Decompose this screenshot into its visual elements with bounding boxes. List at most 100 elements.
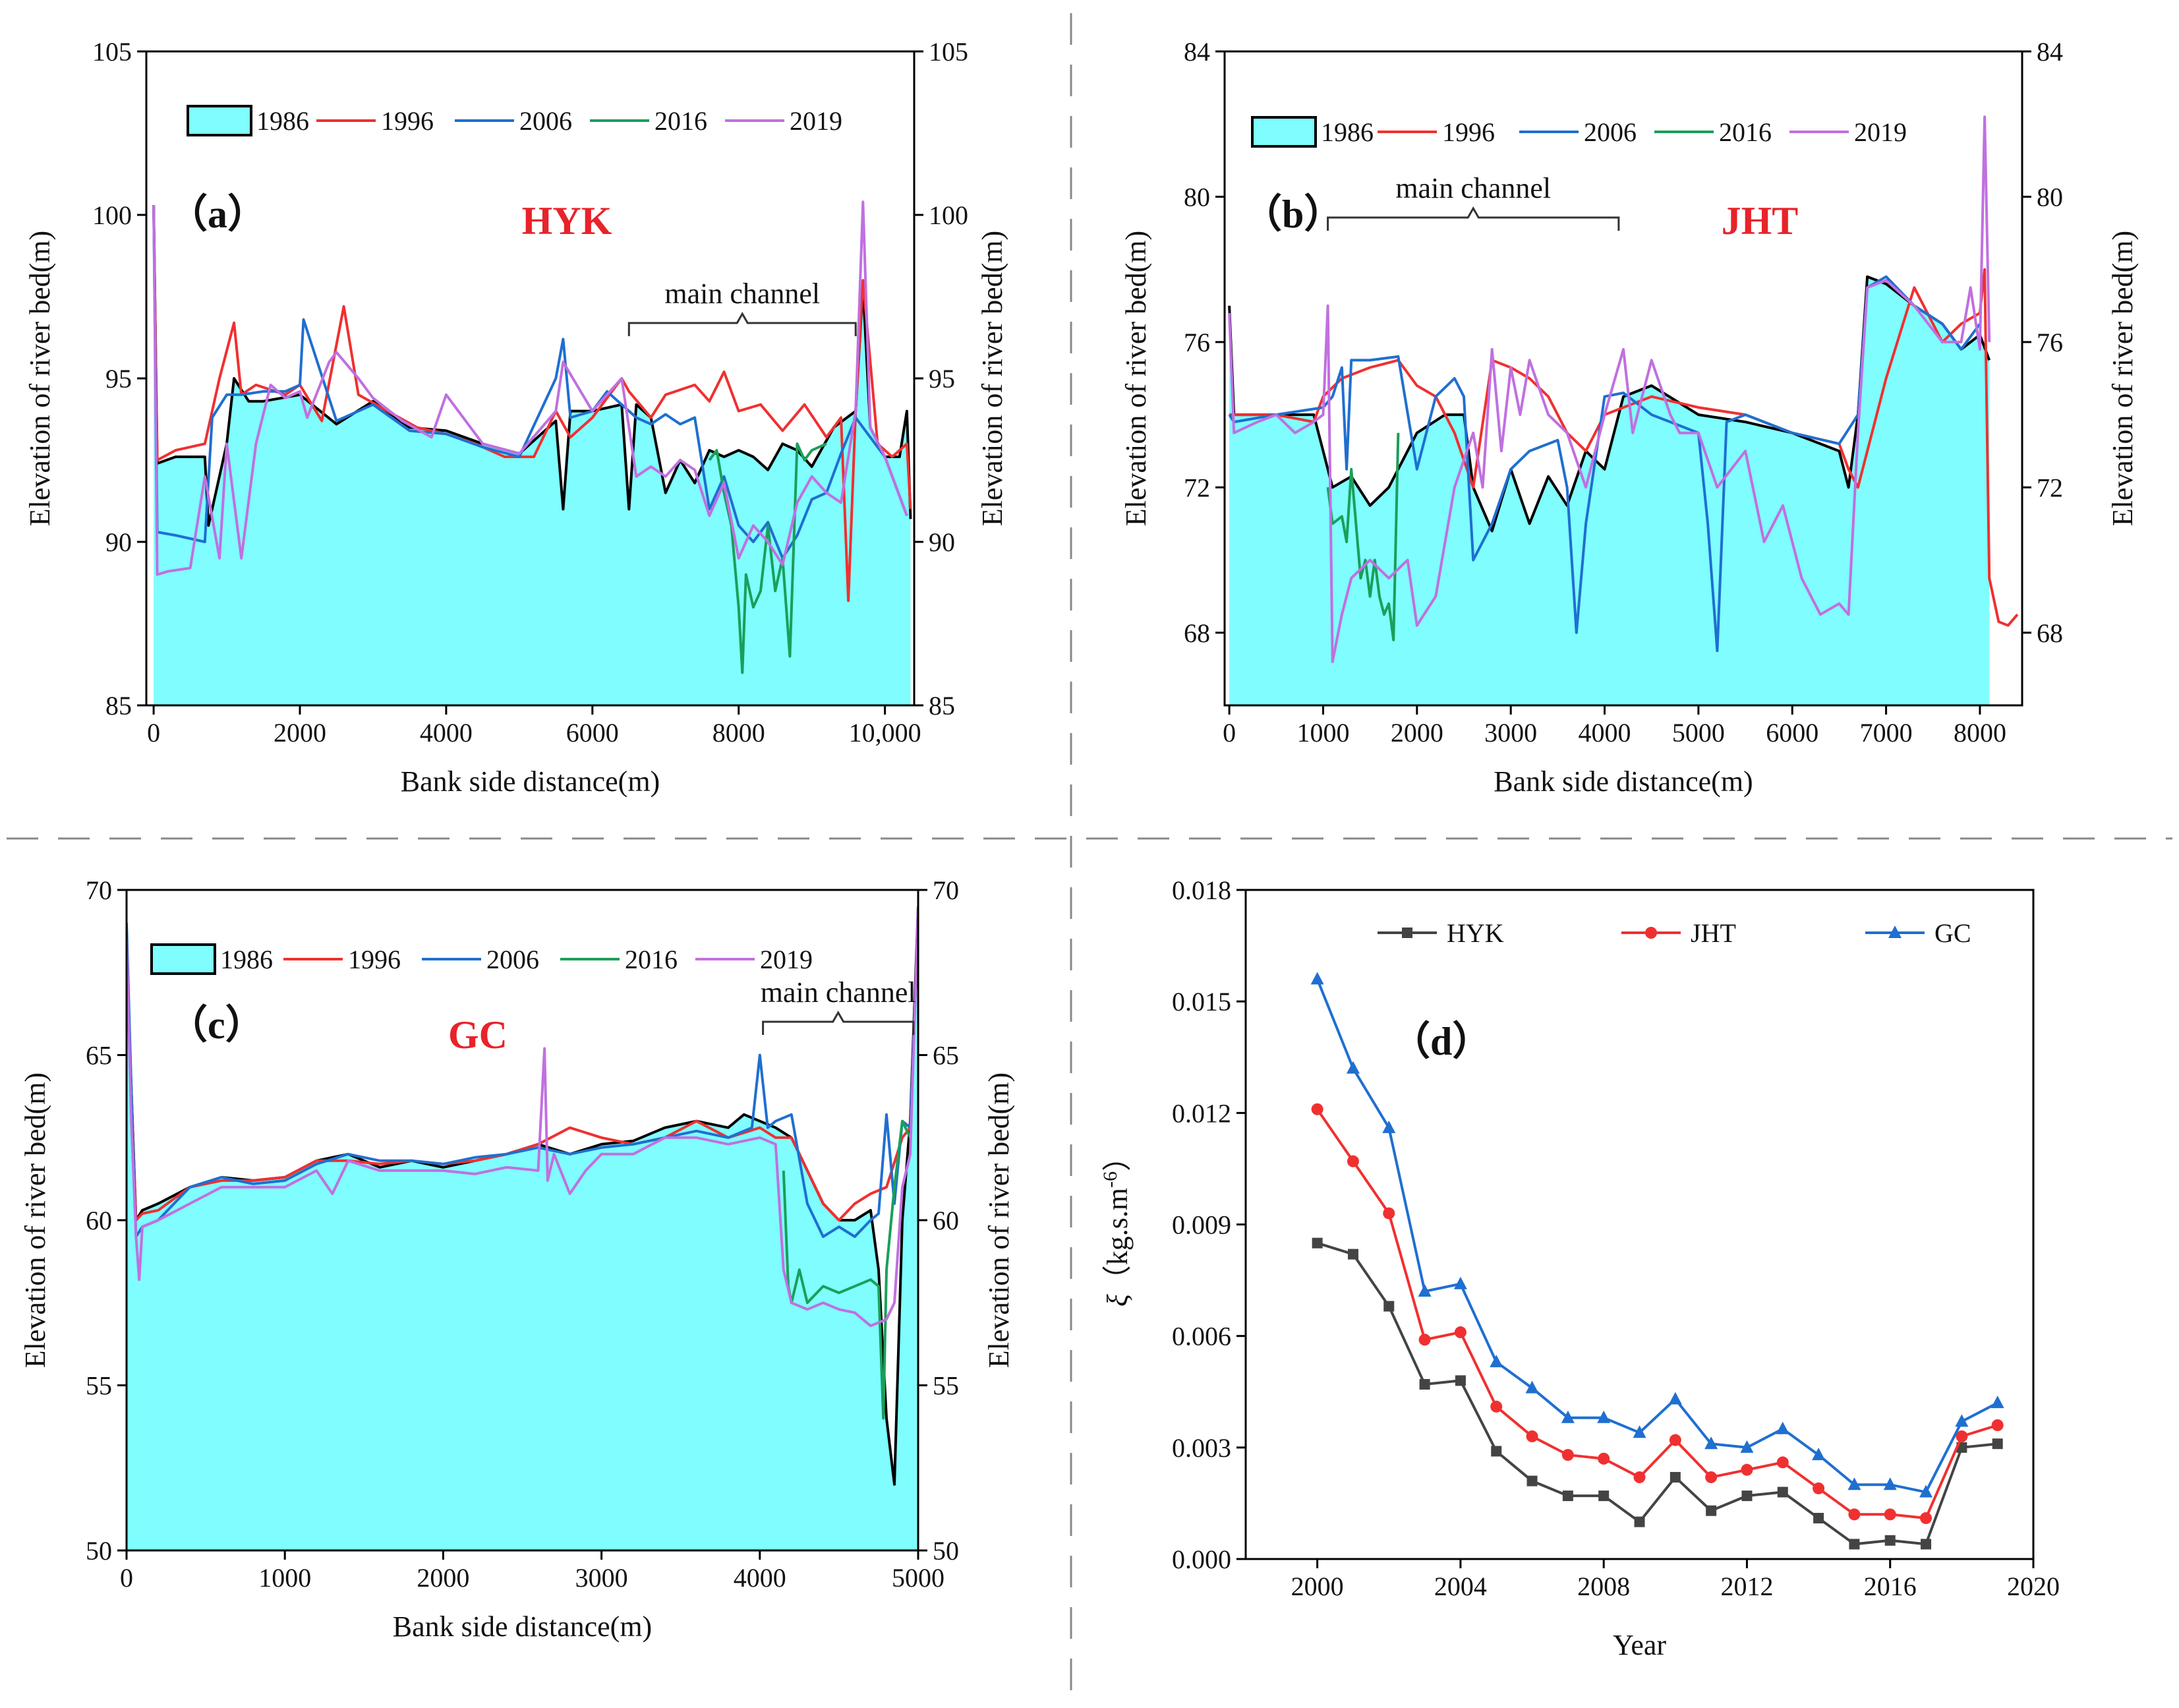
legend-item-1986: 1986: [150, 943, 273, 975]
point-JHT: [1598, 1452, 1610, 1465]
legend-label: 2006: [1584, 117, 1637, 147]
point-GC: [1668, 1392, 1682, 1405]
y-tick-label: 60: [86, 1206, 112, 1235]
x-tick-label: 10,000: [849, 718, 921, 748]
y-tick-label: 65: [86, 1041, 112, 1071]
panel-b: 0 1000 2000 3000 4000 5000 6000 7000 8000 68 68 72 7…: [1120, 37, 2139, 798]
y-tick-label: 0.003: [1172, 1433, 1231, 1463]
series-2019-line: [127, 906, 918, 1328]
x-tick-label: 5000: [1672, 718, 1725, 748]
series-JHT-line: [1316, 1108, 1998, 1520]
y-tick-label-right: 60: [933, 1206, 959, 1235]
point-HYK: [1383, 1301, 1395, 1312]
point-JHT: [1490, 1400, 1503, 1413]
series-1986-area: [127, 906, 918, 1550]
point-GC: [1704, 1436, 1718, 1450]
x-axis-label: Bank side distance(m): [393, 1610, 652, 1643]
point-GC: [1561, 1410, 1575, 1423]
panel-label: （b）: [1242, 192, 1343, 236]
y-tick-label: 0.015: [1172, 987, 1231, 1016]
y-tick-label-right: 65: [933, 1041, 959, 1071]
series-2016-line: [1326, 432, 1400, 641]
y-axis-label: Elevation of river bed(m): [1120, 231, 1152, 526]
legend-label: 2016: [625, 945, 678, 974]
panel-label: （a）: [168, 192, 267, 236]
y-tick-label: 76: [1184, 328, 1210, 357]
point-GC: [1776, 1421, 1789, 1434]
point-HYK: [1777, 1487, 1788, 1498]
series-2019-line: [1228, 115, 1991, 663]
legend-item-2016: 2016: [1654, 117, 1772, 147]
legend-item-1996: 1996: [316, 106, 434, 136]
point-JHT: [1418, 1334, 1431, 1346]
x-tick-label: 5000: [892, 1563, 944, 1593]
y-tick-label-right: 76: [2037, 328, 2063, 357]
legend-item-1996: 1996: [1378, 117, 1495, 147]
bracket-shape: [762, 1010, 915, 1035]
panel-label: （c）: [168, 1003, 265, 1047]
point-HYK: [1419, 1378, 1430, 1390]
legend-marker: [1888, 926, 1902, 938]
y-tick-label-right: 95: [929, 364, 955, 394]
panel-d: 2000 2004 2008 2012 2016 2020 0.000 0.003 0.006 0…: [1099, 875, 2060, 1661]
point-JHT: [1526, 1430, 1538, 1442]
station-label: HYK: [522, 199, 612, 243]
x-tick-label: 3000: [575, 1563, 628, 1593]
x-tick-label: 4000: [734, 1563, 786, 1593]
series-1986-area: [154, 205, 911, 705]
legend-label: 1996: [1442, 117, 1495, 147]
legend-item-1986: 1986: [1251, 116, 1374, 148]
point-JHT: [1991, 1419, 2004, 1431]
y-tick-label: 50: [86, 1536, 112, 1566]
legend-item-2019: 2019: [725, 106, 842, 136]
point-HYK: [1634, 1516, 1645, 1527]
point-HYK: [1526, 1475, 1538, 1487]
legend-marker: [1645, 927, 1657, 939]
x-tick-label: 2008: [1577, 1572, 1630, 1601]
x-axis-label: Bank side distance(m): [401, 765, 660, 798]
bracket-shape: [1327, 206, 1620, 231]
legend-label: 2019: [790, 106, 842, 136]
plot-area: [127, 906, 918, 1550]
legend-item-2006: 2006: [422, 945, 539, 974]
y-axis-units: （kg.s.m: [1101, 1188, 1134, 1294]
y-tick-label: 80: [1184, 182, 1210, 212]
plot-frame: [1223, 50, 2023, 707]
main-channel-label: main channel: [664, 278, 820, 310]
point-JHT: [1383, 1207, 1395, 1220]
point-GC: [1490, 1355, 1503, 1368]
y-tick-label: 70: [86, 875, 112, 905]
legend-item-1986: 1986: [187, 105, 309, 136]
y-tick-label-right: 90: [929, 527, 955, 557]
legend-item-2006: 2006: [1519, 117, 1637, 147]
legend-label: 1986: [220, 945, 273, 974]
y-tick-label: 84: [1184, 37, 1210, 67]
legend-label: 2016: [1719, 117, 1772, 147]
y-axis-label-right: Elevation of river bed(m): [976, 231, 1008, 526]
series-2019-line: [152, 200, 908, 576]
main-channel-bracket: main channel: [627, 278, 857, 336]
plot-area: [152, 200, 912, 705]
x-tick-label: 2012: [1720, 1572, 1773, 1601]
y-axis-label: ξ（kg.s.m-6）: [1099, 1142, 1134, 1307]
main-channel-bracket: main channel: [761, 976, 916, 1035]
legend-item-1996: 1996: [283, 945, 401, 974]
main-channel-bracket: main channel: [1327, 172, 1620, 231]
point-JHT: [1776, 1456, 1789, 1469]
legend-swatch: [187, 105, 252, 136]
point-JHT: [1311, 1103, 1323, 1115]
point-HYK: [1312, 1237, 1323, 1249]
series-2006-line: [127, 923, 918, 1238]
point-GC: [1597, 1410, 1611, 1423]
x-tick-label: 2000: [417, 1563, 469, 1593]
y-tick-label: 85: [105, 691, 132, 721]
main-channel-label: main channel: [761, 976, 916, 1009]
x-tick-label: 2000: [1291, 1572, 1344, 1601]
y-tick-label-right: 105: [929, 37, 968, 67]
y-tick-label: 105: [92, 37, 132, 67]
point-GC: [1955, 1414, 1969, 1427]
series-1986-area: [1229, 276, 1990, 705]
y-tick-label-right: 85: [929, 691, 955, 721]
x-tick-label: 0: [1223, 718, 1236, 748]
